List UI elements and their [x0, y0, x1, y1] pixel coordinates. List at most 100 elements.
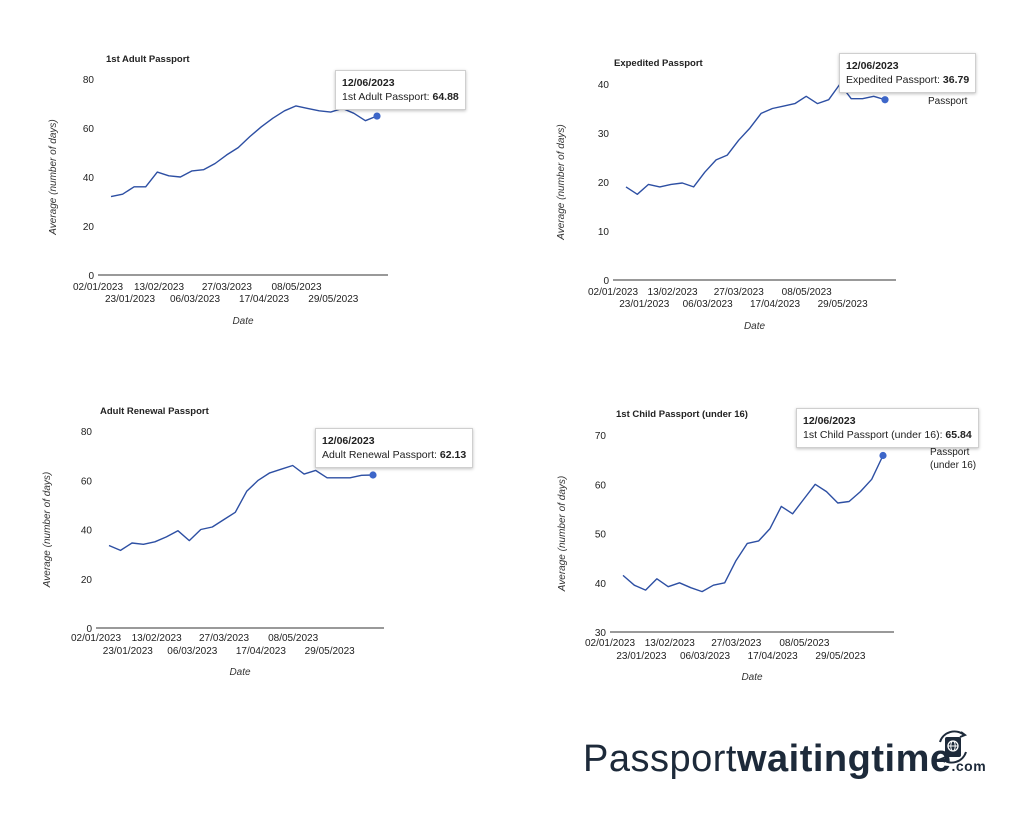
- y-tick-label: 60: [81, 476, 93, 487]
- tooltip-line: Expedited Passport: 36.79: [846, 73, 969, 87]
- y-tick-label: 60: [83, 124, 95, 135]
- data-point-highlight: [373, 112, 381, 120]
- y-tick-label: 50: [595, 530, 607, 541]
- x-tick-label: 23/01/2023: [619, 299, 669, 310]
- tooltip-date: 12/06/2023: [846, 60, 899, 72]
- y-axis-label: Average (number of days): [556, 124, 567, 240]
- tooltip-line: 1st Child Passport (under 16): 65.84: [803, 428, 972, 442]
- x-tick-label: 08/05/2023: [271, 282, 321, 293]
- x-tick-label: 06/03/2023: [167, 646, 217, 657]
- logo-text-passport: Passport: [583, 738, 737, 780]
- y-axis-label: Average (number of days): [557, 476, 568, 592]
- tooltip-date: 12/06/2023: [803, 415, 856, 427]
- x-tick-label: 23/01/2023: [616, 651, 666, 662]
- tooltip-value: 62.13: [439, 449, 467, 461]
- x-tick-label: 23/01/2023: [103, 646, 153, 657]
- x-tick-label: 02/01/2023: [73, 282, 123, 293]
- chart-svg: 1st Adult Passport 0 20 40 60 80 02/01/2023 13/…: [48, 54, 455, 327]
- y-tick-label: 10: [598, 227, 610, 238]
- x-tick-label: 29/05/2023: [308, 294, 358, 305]
- chart-title: Adult Renewal Passport: [100, 406, 210, 417]
- x-tick-label: 17/04/2023: [239, 294, 289, 305]
- chart-title: 1st Child Passport (under 16): [616, 409, 748, 420]
- y-tick-label: 40: [598, 80, 610, 91]
- legend-label: Passport: [930, 447, 970, 458]
- x-tick-label: 08/05/2023: [782, 287, 832, 298]
- passport-globe-icon: [938, 730, 968, 764]
- tooltip-1st-adult: 12/06/2023 1st Adult Passport: 64.88: [335, 70, 466, 110]
- y-axis-label: Average (number of days): [42, 472, 53, 588]
- legend-label: Passport: [928, 96, 968, 107]
- series-line: [108, 464, 374, 552]
- y-tick-label: 60: [595, 480, 607, 491]
- x-axis-label: Date: [741, 672, 763, 683]
- chart-title: Expedited Passport: [614, 58, 704, 69]
- x-tick-label: 02/01/2023: [71, 633, 121, 644]
- chart-svg: Expedited Passport 0 10 20 30 40 02/01/2023 13/…: [556, 58, 972, 332]
- tooltip-line: 1st Adult Passport: 64.88: [342, 90, 459, 104]
- x-axis-label: Date: [229, 667, 251, 678]
- y-tick-label: 80: [81, 427, 93, 438]
- x-axis-label: Date: [744, 321, 766, 332]
- tooltip-value: 65.84: [945, 429, 972, 441]
- x-tick-label: 23/01/2023: [105, 294, 155, 305]
- y-tick-label: 0: [88, 271, 94, 282]
- x-axis-label: Date: [232, 316, 254, 327]
- y-tick-label: 0: [86, 624, 92, 635]
- logo-text-waitingtime: waitingtime: [736, 738, 952, 780]
- tooltip-date: 12/06/2023: [322, 435, 375, 447]
- y-axis-label: Average (number of days): [48, 119, 59, 235]
- y-tick-label: 20: [83, 222, 95, 233]
- tooltip-value: 36.79: [942, 74, 970, 86]
- legend-label: (under 16): [930, 460, 976, 471]
- data-point-highlight: [879, 451, 887, 460]
- tooltip-label: Adult Renewal Passport:: [322, 449, 437, 461]
- x-tick-label: 13/02/2023: [134, 282, 184, 293]
- y-tick-label: 20: [598, 178, 610, 189]
- y-tick-label: 80: [83, 75, 95, 86]
- y-tick-label: 0: [603, 276, 609, 287]
- x-tick-label: 17/04/2023: [750, 299, 800, 310]
- data-point-highlight: [881, 96, 889, 104]
- tooltip-line: Adult Renewal Passport: 62.13: [322, 448, 466, 462]
- x-tick-label: 08/05/2023: [779, 638, 829, 649]
- x-tick-label: 29/05/2023: [305, 646, 355, 657]
- tooltip-1st-child: 12/06/2023 1st Child Passport (under 16)…: [796, 408, 979, 448]
- y-tick-label: 20: [81, 575, 93, 586]
- x-tick-label: 27/03/2023: [199, 633, 249, 644]
- x-tick-label: 29/05/2023: [815, 651, 865, 662]
- x-tick-label: 06/03/2023: [680, 651, 730, 662]
- x-tick-label: 13/02/2023: [132, 633, 182, 644]
- tooltip-label: Expedited Passport:: [846, 74, 940, 86]
- x-tick-label: 27/03/2023: [714, 287, 764, 298]
- tooltip-expedited: 12/06/2023 Expedited Passport: 36.79: [839, 53, 977, 93]
- site-logo[interactable]: Passportwaitingtime.com: [583, 738, 986, 788]
- x-tick-label: 06/03/2023: [683, 299, 733, 310]
- x-tick-label: 13/02/2023: [648, 287, 698, 298]
- x-tick-label: 02/01/2023: [585, 638, 635, 649]
- x-tick-label: 13/02/2023: [645, 638, 695, 649]
- logo-text-com: .com: [951, 758, 987, 774]
- y-tick-label: 70: [595, 431, 607, 442]
- y-tick-label: 40: [83, 173, 95, 184]
- tooltip-label: 1st Adult Passport:: [342, 91, 430, 103]
- tooltip-value: 64.88: [432, 91, 459, 103]
- x-tick-label: 29/05/2023: [818, 299, 868, 310]
- series-line: [110, 105, 378, 198]
- y-tick-label: 40: [81, 526, 93, 537]
- x-tick-label: 27/03/2023: [202, 282, 252, 293]
- series-line: [622, 455, 884, 593]
- x-tick-label: 02/01/2023: [588, 287, 638, 298]
- x-tick-label: 17/04/2023: [236, 646, 286, 657]
- y-tick-label: 30: [595, 628, 607, 639]
- x-tick-label: 08/05/2023: [268, 633, 318, 644]
- x-tick-label: 27/03/2023: [711, 638, 761, 649]
- data-point-highlight: [369, 471, 377, 479]
- tooltip-adult-renewal: 12/06/2023 Adult Renewal Passport: 62.13: [315, 428, 474, 468]
- x-tick-label: 17/04/2023: [748, 651, 798, 662]
- y-tick-label: 40: [595, 579, 607, 590]
- tooltip-label: 1st Child Passport (under 16):: [803, 429, 943, 441]
- x-tick-label: 06/03/2023: [170, 294, 220, 305]
- chart-title: 1st Adult Passport: [106, 54, 190, 65]
- y-tick-label: 30: [598, 129, 610, 140]
